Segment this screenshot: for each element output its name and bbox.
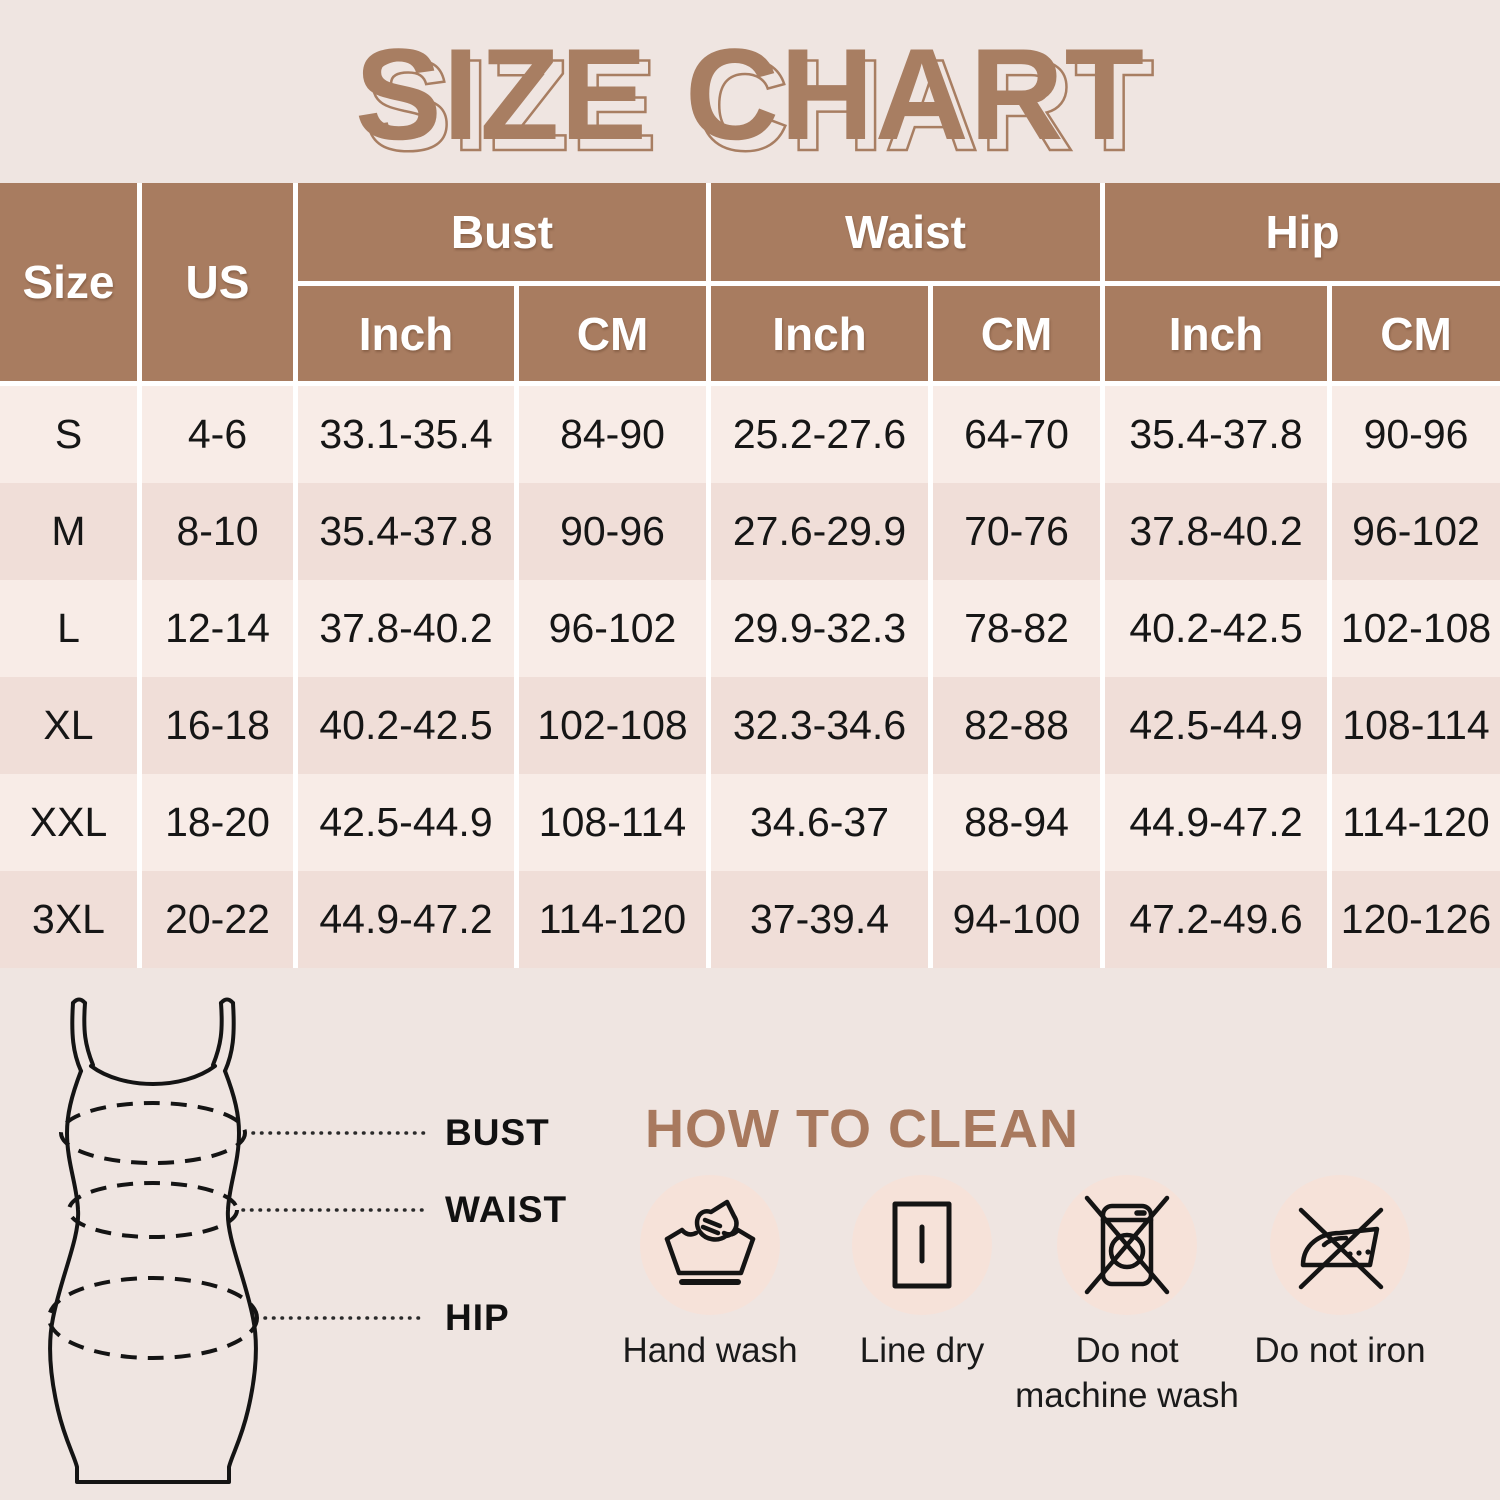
care-item-line-dry: Line dry <box>807 1175 1037 1374</box>
page-title-text: SIZE CHART <box>355 21 1145 167</box>
cell-row1-bust-inch: 35.4-37.8 <box>298 483 514 580</box>
cell-row4-bust-cm: 108-114 <box>519 774 706 871</box>
cell-row4-bust-inch: 42.5-44.9 <box>298 774 514 871</box>
cell-row5-bust-cm: 114-120 <box>519 871 706 968</box>
cell-row3-hip-inch: 42.5-44.9 <box>1105 677 1327 774</box>
cell-row2-bust-cm: 96-102 <box>519 580 706 677</box>
header-bust: Bust <box>298 183 706 286</box>
hand-wash-icon <box>664 1199 756 1285</box>
care-icon-circle <box>1057 1175 1197 1315</box>
header-waist: Waist <box>711 183 1100 286</box>
care-label: Line dry <box>859 1331 985 1370</box>
cell-row0-bust-cm: 84-90 <box>519 386 706 483</box>
cell-row0-size: S <box>0 386 137 483</box>
cell-row4-hip-cm: 114-120 <box>1332 774 1500 871</box>
cell-row1-bust-cm: 90-96 <box>519 483 706 580</box>
how-to-clean-title: HOW TO CLEAN <box>645 1099 1079 1159</box>
cell-row5-bust-inch: 44.9-47.2 <box>298 871 514 968</box>
page-title: SIZE CHART SIZE CHART <box>0 26 1500 174</box>
cell-row4-hip-inch: 44.9-47.2 <box>1105 774 1327 871</box>
header-size: Size <box>0 183 137 386</box>
cell-row1-us: 8-10 <box>142 483 293 580</box>
cell-row2-hip-inch: 40.2-42.5 <box>1105 580 1327 677</box>
cell-row3-waist-cm: 82-88 <box>933 677 1100 774</box>
cell-row2-bust-inch: 37.8-40.2 <box>298 580 514 677</box>
cell-row3-us: 16-18 <box>142 677 293 774</box>
cell-row5-size: 3XL <box>0 871 137 968</box>
cell-row2-waist-inch: 29.9-32.3 <box>711 580 928 677</box>
cell-row0-waist-cm: 64-70 <box>933 386 1100 483</box>
cell-row5-waist-inch: 37-39.4 <box>711 871 928 968</box>
cell-row5-us: 20-22 <box>142 871 293 968</box>
care-icon-circle <box>1270 1175 1410 1315</box>
cell-row1-hip-cm: 96-102 <box>1332 483 1500 580</box>
bust-label: BUST <box>445 1112 550 1153</box>
cell-row3-size: XL <box>0 677 137 774</box>
cell-row0-hip-cm: 90-96 <box>1332 386 1500 483</box>
care-label: Hand wash <box>622 1331 798 1370</box>
cell-row3-waist-inch: 32.3-34.6 <box>711 677 928 774</box>
do-not-iron-icon <box>1298 1207 1384 1290</box>
care-item-do-not-iron: Do not iron <box>1225 1175 1455 1374</box>
cell-row5-waist-cm: 94-100 <box>933 871 1100 968</box>
cell-row4-waist-inch: 34.6-37 <box>711 774 928 871</box>
care-label: Do not machine wash <box>1015 1331 1239 1415</box>
header-waist-cm: CM <box>933 286 1100 386</box>
care-item-hand-wash: Hand wash <box>595 1175 825 1374</box>
cell-row3-bust-cm: 102-108 <box>519 677 706 774</box>
cell-row2-size: L <box>0 580 137 677</box>
header-hip-inch: Inch <box>1105 286 1327 386</box>
cell-row0-waist-inch: 25.2-27.6 <box>711 386 928 483</box>
size-table: Size US Bust Waist Hip Inch CM Inch CM I… <box>0 183 1500 968</box>
care-label: Do not iron <box>1254 1331 1426 1370</box>
cell-row1-hip-inch: 37.8-40.2 <box>1105 483 1327 580</box>
cell-row1-waist-inch: 27.6-29.9 <box>711 483 928 580</box>
line-dry-icon <box>892 1201 952 1289</box>
header-hip: Hip <box>1105 183 1500 286</box>
header-bust-cm: CM <box>519 286 706 386</box>
cell-row5-hip-inch: 47.2-49.6 <box>1105 871 1327 968</box>
dress-outline-diagram <box>47 997 427 1484</box>
cell-row2-waist-cm: 78-82 <box>933 580 1100 677</box>
page-title-outline: SIZE CHART <box>364 32 1156 178</box>
header-us: US <box>142 183 293 386</box>
cell-row1-waist-cm: 70-76 <box>933 483 1100 580</box>
cell-row5-hip-cm: 120-126 <box>1332 871 1500 968</box>
cell-row4-waist-cm: 88-94 <box>933 774 1100 871</box>
cell-row3-bust-inch: 40.2-42.5 <box>298 677 514 774</box>
cell-row0-bust-inch: 33.1-35.4 <box>298 386 514 483</box>
waist-label: WAIST <box>445 1189 568 1230</box>
header-waist-inch: Inch <box>711 286 928 386</box>
cell-row1-size: M <box>0 483 137 580</box>
header-bust-inch: Inch <box>298 286 514 386</box>
cell-row4-us: 18-20 <box>142 774 293 871</box>
cell-row4-size: XXL <box>0 774 137 871</box>
header-hip-cm: CM <box>1332 286 1500 386</box>
cell-row2-us: 12-14 <box>142 580 293 677</box>
care-icon-circle <box>852 1175 992 1315</box>
do-not-machine-wash-icon <box>1084 1195 1170 1295</box>
care-item-do-not-machine-wash: Do not machine wash <box>1012 1175 1242 1419</box>
cell-row2-hip-cm: 102-108 <box>1332 580 1500 677</box>
care-icon-circle <box>640 1175 780 1315</box>
cell-row0-hip-inch: 35.4-37.8 <box>1105 386 1327 483</box>
cell-row0-us: 4-6 <box>142 386 293 483</box>
cell-row3-hip-cm: 108-114 <box>1332 677 1500 774</box>
hip-label: HIP <box>445 1297 510 1338</box>
